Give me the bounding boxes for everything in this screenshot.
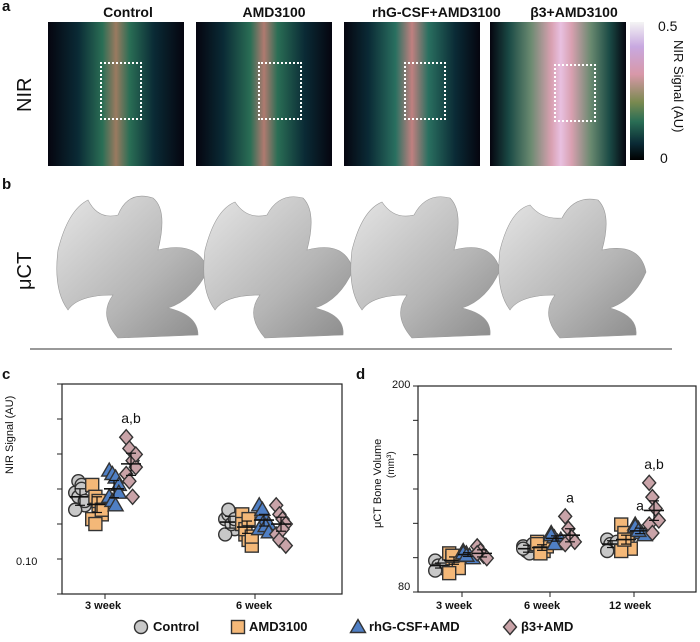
panel-letter-d: d bbox=[356, 366, 366, 383]
data-point bbox=[442, 565, 457, 581]
legend-marker bbox=[502, 618, 518, 636]
nir-image-rhgcsf bbox=[344, 22, 480, 166]
panel-letter-a: a bbox=[2, 0, 11, 15]
data-point bbox=[641, 474, 657, 492]
data-point bbox=[125, 488, 141, 506]
col-title-b3: β3+AMD3100 bbox=[530, 4, 618, 20]
legend-marker bbox=[230, 619, 246, 635]
roi-box bbox=[404, 62, 446, 120]
legend-label: Control bbox=[153, 619, 200, 634]
data-point bbox=[67, 502, 83, 517]
chart-d-xtick-12week: 12 week bbox=[609, 600, 652, 612]
chart-d-xtick-3week: 3 week bbox=[436, 600, 473, 612]
chart-d-ytick-200: 200 bbox=[392, 379, 411, 391]
col-title-amd3100: AMD3100 bbox=[242, 4, 306, 20]
legend-label: β3+AMD bbox=[521, 619, 574, 634]
panel-letter-c: c bbox=[2, 366, 11, 383]
col-title-control: Control bbox=[103, 4, 153, 20]
legend-item-rhgcsf: rhG-CSF+AMD bbox=[369, 619, 460, 634]
data-point bbox=[557, 507, 573, 525]
uct-renderings bbox=[30, 195, 672, 350]
roi-box bbox=[554, 64, 596, 122]
data-point bbox=[278, 537, 294, 555]
legend-marker bbox=[349, 618, 367, 634]
colorbar-min-label: 0 bbox=[660, 150, 668, 166]
significance-annotation: a bbox=[566, 489, 574, 505]
data-point bbox=[110, 483, 128, 499]
legend-item-b3: β3+AMD bbox=[521, 619, 573, 634]
colorbar bbox=[630, 22, 644, 160]
chart-c-ytick: 0.10 bbox=[16, 556, 38, 568]
data-point bbox=[121, 472, 137, 490]
data-point bbox=[545, 535, 564, 551]
chart-d-ytick-80: 80 bbox=[398, 581, 411, 593]
significance-annotation: a,b bbox=[121, 410, 141, 426]
data-point bbox=[428, 563, 443, 578]
legend-label: AMD3100 bbox=[249, 619, 308, 634]
roi-box bbox=[258, 62, 302, 120]
panel-letter-b: b bbox=[2, 176, 12, 193]
legend-marker bbox=[133, 619, 149, 635]
legend-label: rhG-CSF+AMD bbox=[369, 619, 460, 634]
roi-box bbox=[100, 62, 142, 120]
col-title-rhgcsf: rhG-CSF+AMD3100 bbox=[372, 4, 501, 20]
chart-c-xtick-6week: 6 week bbox=[236, 600, 273, 612]
uct-rendering-b3 bbox=[498, 198, 647, 339]
chart-c-xtick-3week: 3 week bbox=[85, 600, 122, 612]
significance-annotation: a bbox=[636, 498, 644, 514]
legend-item-amd3100: AMD3100 bbox=[249, 619, 308, 634]
data-point bbox=[106, 496, 125, 512]
nir-image-amd3100 bbox=[196, 22, 332, 166]
data-point bbox=[275, 520, 291, 538]
colorbar-max-label: 0.5 bbox=[658, 18, 678, 34]
nir-image-control bbox=[48, 22, 184, 166]
data-point bbox=[128, 445, 144, 463]
chart-d-xtick-6week: 6 week bbox=[524, 600, 561, 612]
data-point bbox=[644, 524, 660, 542]
data-point bbox=[253, 500, 272, 516]
nir-image-b3 bbox=[490, 22, 626, 166]
data-point bbox=[88, 516, 103, 532]
legend-item-control: Control bbox=[153, 619, 199, 634]
significance-annotation: a,b bbox=[644, 456, 664, 472]
